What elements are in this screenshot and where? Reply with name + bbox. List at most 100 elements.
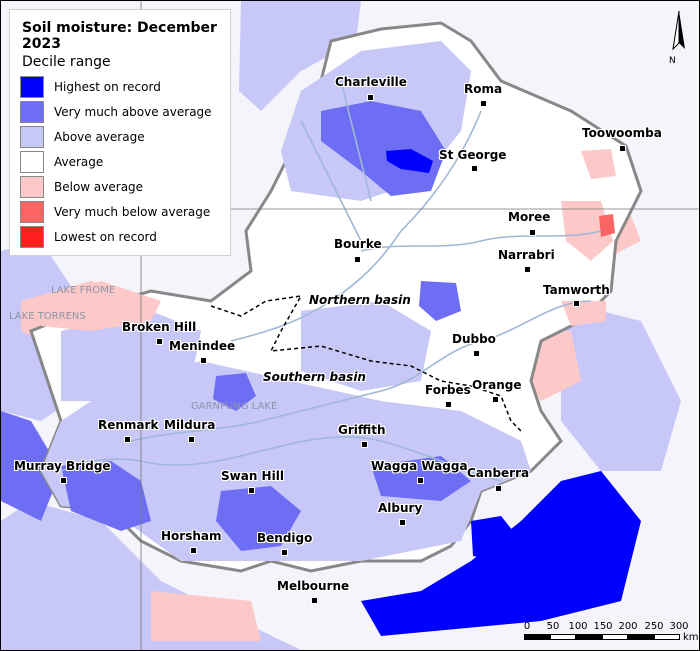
town-marker <box>473 350 480 357</box>
legend-swatch-lowest <box>20 225 44 248</box>
northern-southern-basin-divider <box>210 295 522 432</box>
outside-above-average-east <box>561 301 681 471</box>
town-marker <box>190 547 197 554</box>
scale-tick-label: 100 <box>568 621 588 632</box>
legend-swatch-above <box>20 125 44 148</box>
basin-very-much-above-dubbo <box>419 281 461 321</box>
lake-frome-label: LAKE FROME <box>51 285 116 296</box>
legend-label: Average <box>54 154 104 169</box>
town-label-toowoomba: Toowoomba <box>582 126 662 140</box>
legend-swatch-very-much-above <box>20 100 44 123</box>
legend-item: Lowest on record <box>20 224 230 249</box>
town-marker <box>188 436 195 443</box>
scale-bar: 0 50 100 150 200 250 300 km <box>523 621 699 645</box>
town-label-melbourne: Melbourne <box>277 579 350 593</box>
basin-very-much-above-horsham <box>216 486 301 551</box>
scale-tick-label: 0 <box>523 621 531 632</box>
north-arrow-icon: N <box>669 10 685 66</box>
legend-swatch-very-much-below <box>20 200 44 223</box>
outside-very-much-above-west <box>1 411 61 521</box>
town-marker <box>354 256 361 263</box>
legend-swatch-highest <box>20 75 44 98</box>
legend-swatch-below <box>20 175 44 198</box>
town-label-albury: Albury <box>378 501 423 515</box>
northern-basin-label: Northern basin <box>309 293 411 307</box>
scale-unit-label: km <box>683 632 699 643</box>
legend-label: Very much below average <box>54 204 211 219</box>
town-label-menindee: Menindee <box>169 339 236 353</box>
town-label-horsham: Horsham <box>161 529 222 543</box>
basin-below-average-tamworth <box>561 301 606 326</box>
legend-item: Average <box>20 149 230 174</box>
town-label-forbes: Forbes <box>425 383 471 397</box>
legend-swatch-average <box>20 150 44 173</box>
north-label: N <box>669 56 676 66</box>
town-label-mildura: Mildura <box>164 418 216 432</box>
town-label-roma: Roma <box>464 82 503 96</box>
town-marker <box>281 549 288 556</box>
town-marker <box>361 441 368 448</box>
town-label-st-george: St George <box>439 148 507 162</box>
scale-segment <box>654 634 680 640</box>
town-marker <box>156 338 163 345</box>
rivers <box>60 80 602 482</box>
legend-item: Above average <box>20 124 230 149</box>
southern-basin-label: Southern basin <box>263 370 366 384</box>
town-label-wagga-wagga: Wagga Wagga <box>371 459 468 473</box>
legend-label: Below average <box>54 179 144 194</box>
outside-below-average-vic <box>151 591 261 641</box>
town-marker <box>124 436 131 443</box>
town-marker <box>471 165 478 172</box>
town-marker <box>417 477 424 484</box>
town-label-tamworth: Tamworth <box>543 283 610 297</box>
town-label-narrabri: Narrabri <box>498 248 555 262</box>
basin-very-much-above-menindee <box>213 373 256 411</box>
scale-tick-label: 150 <box>593 621 613 632</box>
town-marker <box>248 487 255 494</box>
basin-below-average-east <box>581 149 616 179</box>
scale-tick-label: 250 <box>644 621 664 632</box>
town-label-canberra: Canberra <box>467 466 530 480</box>
scale-tick-label: 200 <box>618 621 638 632</box>
legend-item: Very much below average <box>20 199 230 224</box>
legend-label: Lowest on record <box>54 229 157 244</box>
basin-above-average-central <box>301 301 431 391</box>
scale-tick-label: 50 <box>546 621 560 632</box>
town-marker <box>399 519 406 526</box>
legend-item: Very much above average <box>20 99 230 124</box>
outside-above-average-sw <box>1 501 301 650</box>
basin-highest-charleville <box>386 149 433 173</box>
town-label-broken-hill: Broken Hill <box>122 320 197 334</box>
scale-segment <box>524 634 550 640</box>
scale-segment <box>602 634 628 640</box>
town-label-swan-hill: Swan Hill <box>221 469 284 483</box>
town-marker <box>492 396 499 403</box>
basin-above-average-west-basin <box>61 311 201 401</box>
town-label-dubbo: Dubbo <box>452 332 496 346</box>
town-label-charleville: Charleville <box>335 75 407 89</box>
town-label-griffith: Griffith <box>338 423 386 437</box>
legend-item: Below average <box>20 174 230 199</box>
legend-item: Highest on record <box>20 74 230 99</box>
legend-label: Highest on record <box>54 79 161 94</box>
town-marker <box>311 597 318 604</box>
town-label-orange: Orange <box>472 378 522 392</box>
town-marker <box>573 300 580 307</box>
basin-highest-alpine <box>471 516 521 561</box>
basin-above-average-south <box>41 361 531 561</box>
scale-tick-label: 300 <box>669 621 689 632</box>
town-label-bendigo: Bendigo <box>257 531 313 545</box>
town-label-moree: Moree <box>508 210 551 224</box>
town-marker <box>200 357 207 364</box>
garnpung-lake-label: GARNPUNG LAKE <box>191 401 278 412</box>
scale-segment <box>576 634 602 640</box>
town-marker <box>619 145 626 152</box>
town-label-bourke: Bourke <box>334 237 382 251</box>
outside-above-average-north <box>239 1 361 111</box>
scale-segment <box>550 634 576 640</box>
basin-below-average-broken-hill <box>41 281 161 331</box>
town-marker <box>480 100 487 107</box>
basin-very-much-above-murray <box>61 461 151 531</box>
